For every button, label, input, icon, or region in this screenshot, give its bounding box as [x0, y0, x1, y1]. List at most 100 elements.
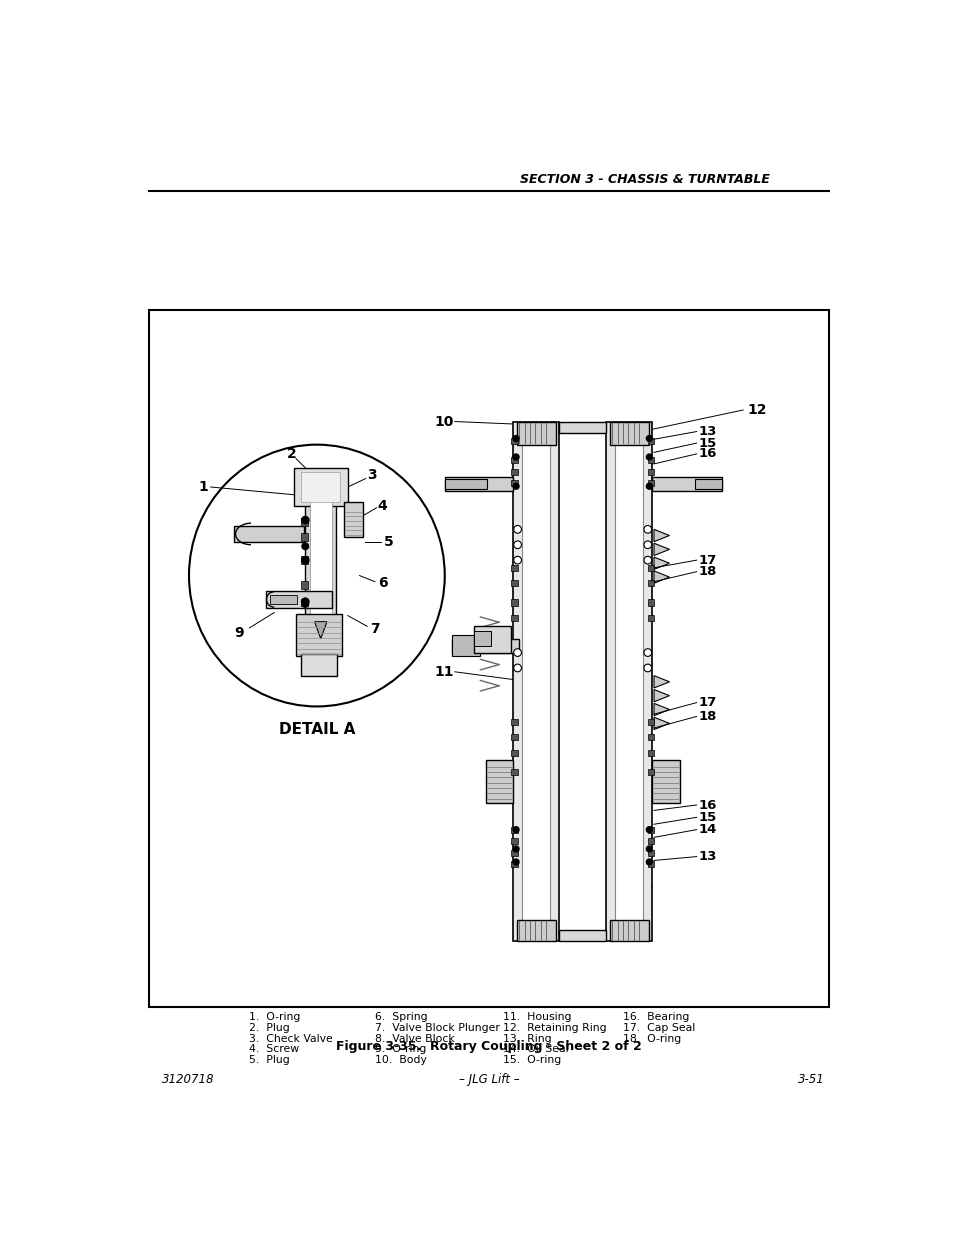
Bar: [511, 615, 517, 621]
Bar: [609, 920, 648, 941]
Circle shape: [643, 648, 651, 656]
Bar: [310, 496, 332, 638]
Circle shape: [645, 483, 652, 489]
Text: 8: 8: [314, 662, 324, 677]
Bar: [647, 437, 654, 443]
Bar: [647, 580, 654, 587]
Text: 3120718: 3120718: [162, 1073, 214, 1087]
Circle shape: [645, 826, 652, 832]
Text: 5: 5: [384, 535, 394, 548]
Text: 14.  Oil Seal: 14. Oil Seal: [502, 1045, 568, 1055]
Polygon shape: [314, 621, 327, 638]
Circle shape: [513, 648, 521, 656]
Polygon shape: [654, 676, 669, 688]
Text: 2.  Plug: 2. Plug: [249, 1023, 289, 1032]
Polygon shape: [654, 718, 669, 730]
Bar: [270, 595, 297, 604]
Bar: [647, 615, 654, 621]
Bar: [485, 761, 513, 803]
Circle shape: [643, 526, 651, 534]
Bar: [521, 424, 550, 940]
Bar: [647, 850, 654, 856]
Bar: [517, 421, 555, 445]
Text: 10.  Body: 10. Body: [375, 1055, 426, 1066]
Text: 16: 16: [699, 799, 717, 811]
Bar: [301, 655, 336, 676]
Text: 16: 16: [699, 447, 717, 461]
Bar: [511, 437, 517, 443]
Bar: [233, 526, 303, 542]
Polygon shape: [654, 571, 669, 583]
Text: 11: 11: [435, 664, 454, 679]
Bar: [647, 734, 654, 740]
Bar: [301, 517, 307, 526]
Bar: [511, 599, 517, 605]
Circle shape: [513, 526, 521, 534]
Text: 5.  Plug: 5. Plug: [249, 1055, 289, 1066]
Text: 1: 1: [198, 480, 208, 494]
Text: 6.  Spring: 6. Spring: [375, 1013, 427, 1023]
Bar: [511, 719, 517, 725]
Polygon shape: [654, 557, 669, 569]
Bar: [511, 564, 517, 571]
Circle shape: [301, 600, 309, 608]
Circle shape: [513, 454, 518, 461]
Bar: [517, 920, 555, 941]
Bar: [558, 421, 605, 433]
Circle shape: [513, 846, 518, 852]
Text: 3.  Check Valve: 3. Check Valve: [249, 1034, 332, 1044]
Polygon shape: [654, 689, 669, 701]
Text: 18.  O-ring: 18. O-ring: [622, 1034, 680, 1044]
Bar: [344, 503, 363, 537]
Bar: [511, 850, 517, 856]
Bar: [301, 472, 340, 503]
Polygon shape: [654, 530, 669, 542]
Text: SECTION 3 - CHASSIS & TURNTABLE: SECTION 3 - CHASSIS & TURNTABLE: [519, 173, 769, 185]
Bar: [511, 480, 517, 487]
Text: 15.  O-ring: 15. O-ring: [502, 1055, 560, 1066]
Text: 8.  Valve Block: 8. Valve Block: [375, 1034, 455, 1044]
Text: 17.  Cap Seal: 17. Cap Seal: [622, 1023, 695, 1032]
Circle shape: [513, 826, 518, 832]
Text: 2: 2: [286, 447, 295, 461]
Bar: [647, 839, 654, 845]
Text: – JLG Lift –: – JLG Lift –: [458, 1073, 518, 1087]
Text: 1.  O-ring: 1. O-ring: [249, 1013, 300, 1023]
Text: 14: 14: [699, 824, 717, 836]
Polygon shape: [654, 704, 669, 716]
Bar: [266, 592, 332, 608]
Bar: [511, 826, 517, 832]
Circle shape: [513, 664, 521, 672]
Circle shape: [645, 846, 652, 852]
Bar: [647, 826, 654, 832]
Bar: [444, 478, 487, 489]
Circle shape: [645, 436, 652, 442]
Circle shape: [513, 436, 518, 442]
Text: 7.  Valve Block Plunger: 7. Valve Block Plunger: [375, 1023, 499, 1032]
Text: 9: 9: [234, 626, 244, 640]
Bar: [301, 534, 307, 541]
Circle shape: [301, 543, 309, 550]
Circle shape: [513, 541, 521, 548]
Circle shape: [301, 516, 309, 524]
Bar: [452, 638, 518, 652]
Bar: [149, 310, 828, 1007]
Text: 4.  Screw: 4. Screw: [249, 1045, 298, 1055]
Bar: [647, 861, 654, 867]
Bar: [452, 635, 479, 656]
Text: 16.  Bearing: 16. Bearing: [622, 1013, 689, 1023]
Bar: [647, 769, 654, 776]
Bar: [511, 750, 517, 756]
Text: 12.  Retaining Ring: 12. Retaining Ring: [502, 1023, 606, 1032]
Bar: [301, 599, 307, 606]
Text: 15: 15: [699, 811, 717, 824]
Text: 13: 13: [699, 850, 717, 863]
Text: 9.  O-ring: 9. O-ring: [375, 1045, 426, 1055]
Text: 7: 7: [370, 622, 379, 636]
Circle shape: [645, 454, 652, 461]
Text: Figure 3-35.  Rotary Coupling - Sheet 2 of 2: Figure 3-35. Rotary Coupling - Sheet 2 o…: [335, 1040, 641, 1053]
Bar: [647, 564, 654, 571]
Text: 12: 12: [746, 403, 765, 417]
Text: 11.  Housing: 11. Housing: [502, 1013, 571, 1023]
Bar: [605, 421, 652, 941]
